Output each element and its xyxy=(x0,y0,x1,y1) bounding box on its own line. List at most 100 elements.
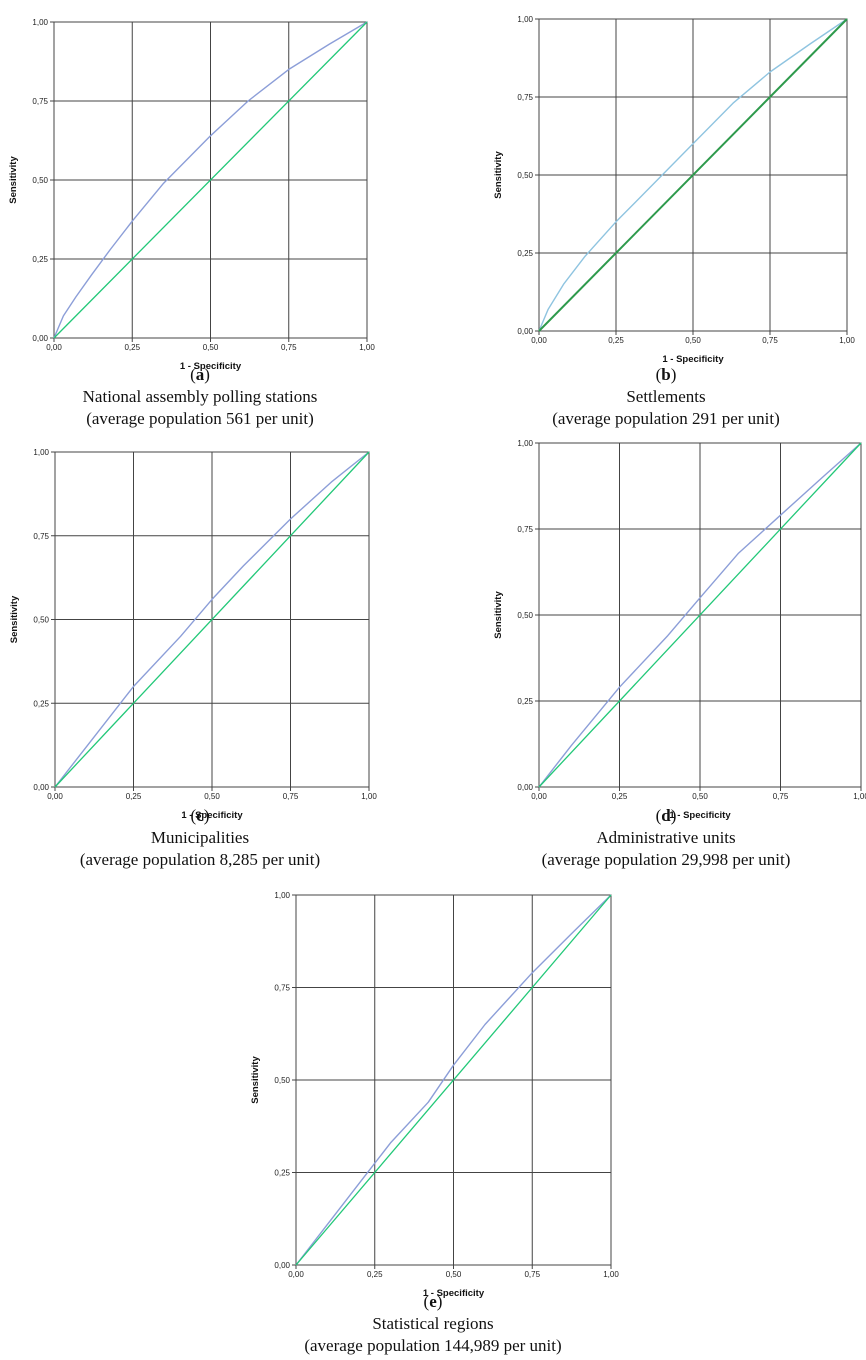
y-tick-label: 1,00 xyxy=(274,891,290,900)
x-tick-label: 0,75 xyxy=(762,336,778,345)
y-tick-label: 0,75 xyxy=(517,525,533,534)
y-tick-label: 0,25 xyxy=(517,249,533,258)
reference-line xyxy=(53,21,368,339)
x-tick-label: 0,75 xyxy=(773,792,789,801)
x-tick-label: 1,00 xyxy=(359,343,375,352)
x-axis-title: 1 - Specificity xyxy=(181,810,243,821)
x-tick-label: 0,50 xyxy=(203,343,219,352)
x-tick-label: 0,75 xyxy=(283,792,299,801)
y-tick-label: 0,25 xyxy=(517,697,533,706)
y-tick-label: 0,00 xyxy=(33,783,49,792)
x-tick-label: 0,25 xyxy=(612,792,628,801)
panel-subtitle-e: (average population 144,989 per unit) xyxy=(304,1336,562,1355)
x-tick-label: 0,50 xyxy=(685,336,701,345)
chart-svg-d: 0,000,00 0,25 0,25 0,50 0,50 0,75 0,75 1,00 1,00… xyxy=(493,439,866,821)
x-tick-label: 0,25 xyxy=(367,1270,383,1279)
panel-letter-e: (e) xyxy=(423,1292,443,1311)
y-tick-label: 1,00 xyxy=(33,448,49,457)
x-tick-label: 1,00 xyxy=(839,336,855,345)
panel-subtitle-b: (average population 291 per unit) xyxy=(552,409,780,428)
y-tick-label: 0,75 xyxy=(517,93,533,102)
roc-curve xyxy=(295,894,612,1266)
y-axis-title: Sensitivity xyxy=(8,156,19,204)
y-tick-label: 0,00 xyxy=(274,1261,290,1270)
roc-chart-e: 0,00 0,00 0,25 0,25 0,50 0,50 0,75 0,75 1,00 1,00… xyxy=(240,875,640,1299)
caption-b: (b) Settlements (average population 291 … xyxy=(466,364,866,430)
x-tick-label: 0,75 xyxy=(524,1270,540,1279)
panel-title-c: Municipalities xyxy=(150,828,250,847)
x-tick-label: 0,00 xyxy=(288,1270,304,1279)
caption-e: (e) Statistical regions (average populat… xyxy=(233,1291,633,1357)
x-tick-label: 0,75 xyxy=(281,343,297,352)
y-tick-label: 0,50 xyxy=(32,176,48,185)
roc-curve xyxy=(538,18,848,332)
y-tick-label: 0,50 xyxy=(274,1076,290,1085)
y-tick-label: 1,00 xyxy=(32,18,48,27)
roc-curve xyxy=(53,21,368,339)
y-tick-label: 0,00 xyxy=(32,334,48,343)
reference-line xyxy=(538,442,862,788)
roc-curve xyxy=(54,451,370,788)
x-tick-label: 0,00 xyxy=(47,792,63,801)
y-tick-label: 0,75 xyxy=(32,97,48,106)
caption-d: (d) Administrative units (average popula… xyxy=(466,805,866,871)
y-tick-label: 0,00 xyxy=(517,783,533,792)
y-tick-label: 0,50 xyxy=(517,611,533,620)
y-tick-label: 0,00 xyxy=(517,327,533,336)
chart-svg-c: 0,000,00 0,25 0,25 0,50 0,50 0,75 0,75 1,00 1,00… xyxy=(9,448,377,821)
x-tick-label: 0,50 xyxy=(446,1270,462,1279)
panel-title-b: Settlements xyxy=(626,387,706,406)
chart-svg-e: 0,000,00 0,25 0,25 0,50 0,50 0,75 0,75 1,00 1,00… xyxy=(250,891,619,1299)
panel-letter-a: (a) xyxy=(190,365,210,384)
y-axis-title: Sensitivity xyxy=(250,1056,261,1104)
y-tick-label: 1,00 xyxy=(517,15,533,24)
panel-letter-b: (b) xyxy=(655,365,677,384)
panel-title-d: Administrative units xyxy=(596,828,736,847)
roc-chart-d: 0,000,00 0,25 0,25 0,50 0,50 0,75 0,75 1,00 1,00… xyxy=(485,430,866,821)
roc-chart-b: 0,00 0,00 0,25 0,25 0,50 0,50 0,75 0,75 1,00 1,00… xyxy=(485,0,866,365)
panel-letter-c: (c) xyxy=(190,806,210,825)
panel-title-e: Statistical regions xyxy=(372,1314,494,1333)
x-tick-label: 1,00 xyxy=(603,1270,619,1279)
panel-subtitle-a: (average population 561 per unit) xyxy=(86,409,314,428)
y-axis-title: Sensitivity xyxy=(9,595,20,643)
panel-title-a: National assembly polling stations xyxy=(82,387,318,406)
y-tick-label: 0,25 xyxy=(32,255,48,264)
y-axis-title: Sensitivity xyxy=(493,591,504,639)
panel-subtitle-d: (average population 29,998 per unit) xyxy=(541,850,791,869)
roc-curve xyxy=(538,442,862,788)
x-tick-label: 0,50 xyxy=(204,792,220,801)
y-tick-label: 0,75 xyxy=(33,532,49,541)
x-axis-title: 1 - Specificity xyxy=(423,1288,485,1299)
panel-subtitle-c: (average population 8,285 per unit) xyxy=(79,850,321,869)
caption-a: (a) National assembly polling stations (… xyxy=(0,364,400,430)
x-tick-label: 0,25 xyxy=(124,343,140,352)
y-tick-label: 0,75 xyxy=(274,984,290,993)
x-tick-label: 0,25 xyxy=(608,336,624,345)
y-tick-label: 0,25 xyxy=(33,699,49,708)
reference-line xyxy=(538,18,848,332)
y-tick-label: 1,00 xyxy=(517,439,533,448)
roc-chart-c: 0,00 0,00 0,25 0,25 0,50 0,50 0,75 0,75 1,00 1,00… xyxy=(0,430,400,821)
roc-chart-a: 0,00 0,00 0,25 0,25 0,50 0,50 0,75 0,75 1,00 1,00… xyxy=(0,0,400,372)
x-axis-title: 1 - Specificity xyxy=(662,354,724,365)
x-tick-label: 0,00 xyxy=(46,343,62,352)
chart-svg-a: 0,000,00 0,25 0,25 0,50 0,50 0,75 0,75 1,00 1,00… xyxy=(8,18,375,372)
x-axis-title: 1 - Specificity xyxy=(180,361,242,372)
x-tick-label: 0,25 xyxy=(126,792,142,801)
y-axis-title: Sensitivity xyxy=(493,151,504,199)
y-tick-label: 0,25 xyxy=(274,1169,290,1178)
caption-c: (c) Municipalities (average population 8… xyxy=(0,805,400,871)
reference-line xyxy=(295,894,612,1266)
y-tick-label: 0,50 xyxy=(33,616,49,625)
x-tick-label: 1,00 xyxy=(361,792,377,801)
panel-letter-d: (d) xyxy=(655,806,677,825)
x-tick-label: 1,00 xyxy=(853,792,866,801)
x-axis-title: 1 - Specificity xyxy=(669,810,731,821)
x-tick-label: 0,00 xyxy=(531,792,547,801)
reference-line xyxy=(54,451,370,788)
x-tick-label: 0,00 xyxy=(531,336,547,345)
y-tick-label: 0,50 xyxy=(517,171,533,180)
x-tick-label: 0,50 xyxy=(692,792,708,801)
chart-svg-b: 0,000,00 0,25 0,25 0,50 0,50 0,75 0,75 1,00 1,00… xyxy=(493,15,855,365)
